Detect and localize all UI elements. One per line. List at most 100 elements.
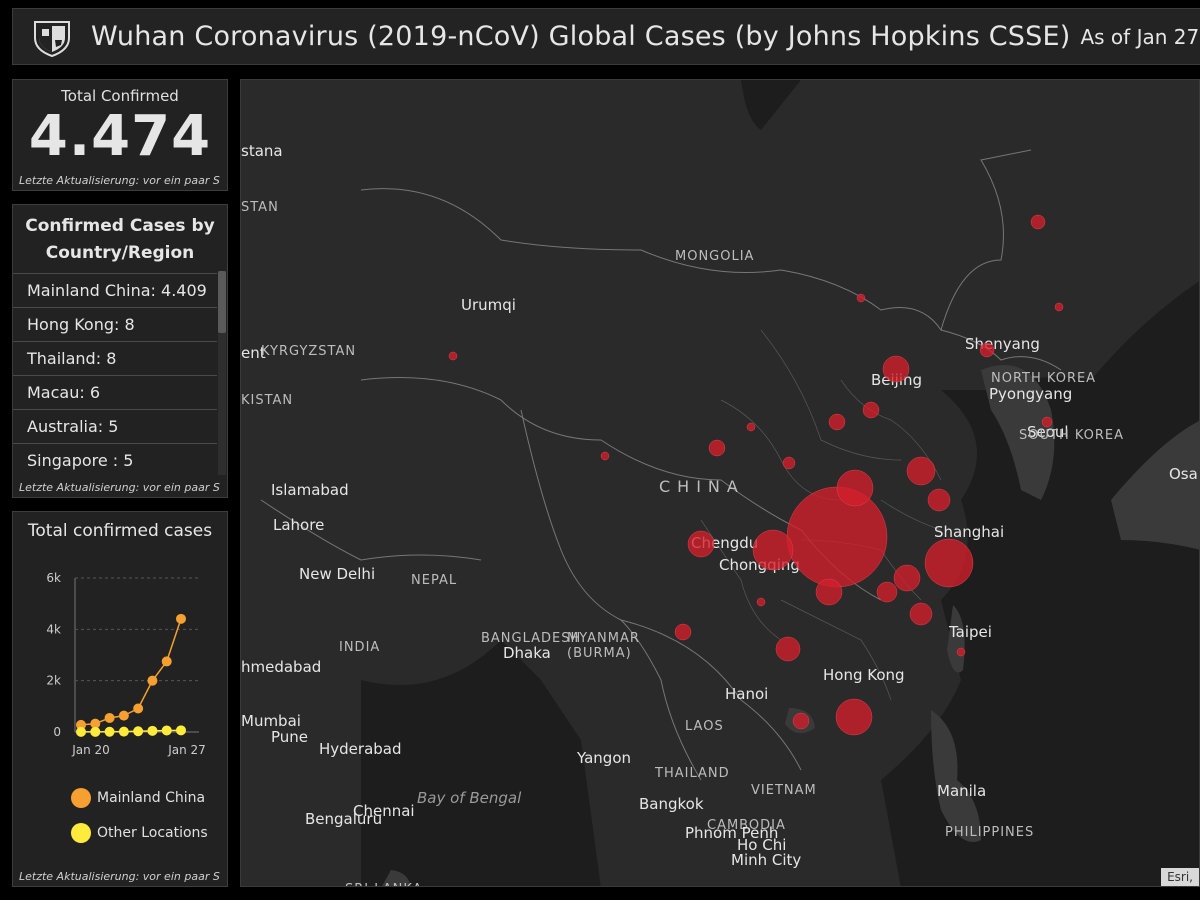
y-tick-label: 0 — [53, 725, 61, 739]
as-of-date: As of Jan 27, — [1080, 24, 1200, 49]
map-label-dhaka: Dhaka — [503, 644, 551, 662]
map-label-manila: Manila — [937, 782, 986, 800]
map-label-mongolia: MONGOLIA — [675, 249, 754, 264]
map-label-ho-chi: Ho Chi — [737, 836, 786, 854]
list-item-hong-kong[interactable]: Hong Kong: 8 — [13, 307, 217, 341]
data-point-other-locations — [118, 726, 129, 737]
last-update-note: Letzte Aktualisierung: vor ein paar S — [19, 481, 220, 494]
legend-item-other-locations[interactable]: Other Locations — [71, 823, 208, 843]
list-scrollbar-thumb[interactable] — [218, 271, 226, 333]
map-label--burma-: (BURMA) — [567, 646, 632, 661]
x-tick-label: Jan 27 — [167, 743, 206, 757]
map-label-kistan: KISTAN — [241, 393, 293, 408]
total-confirmed-label: Total Confirmed — [61, 87, 179, 105]
data-point-mainland-china — [147, 675, 158, 686]
legend-swatch-mainland-china — [71, 788, 91, 808]
map-label-mumbai: Mumbai — [241, 712, 301, 730]
list-item-australia[interactable]: Australia: 5 — [13, 409, 217, 443]
map-label-hong-kong: Hong Kong — [823, 666, 905, 684]
map-label-pyongyang: Pyongyang — [989, 385, 1072, 403]
case-bubble — [862, 401, 880, 419]
case-bubble — [687, 530, 715, 558]
total-confirmed-value: 4.474 — [28, 104, 212, 169]
last-update-note: Letzte Aktualisierung: vor ein paar S — [19, 174, 220, 187]
map-label-kyrgyzstan: KYRGYZSTAN — [261, 344, 356, 359]
case-bubble — [674, 623, 692, 641]
map-label-china: CHINA — [659, 477, 745, 496]
heading-line-1: Confirmed Cases by — [25, 216, 215, 236]
case-bubble — [448, 351, 458, 361]
list-scrollbar-track[interactable] — [218, 271, 226, 475]
app-header: Wuhan Coronavirus (2019-nCoV) Global Cas… — [12, 8, 1200, 65]
map-label-phnom-penh: Phnom Penh — [685, 824, 778, 842]
heading-line-2: Country/Region — [45, 243, 195, 263]
case-bubble — [746, 422, 756, 432]
case-bubble — [893, 564, 921, 592]
map-label-seoul: Seoul — [1027, 423, 1069, 441]
map-label-chennai: Chennai — [353, 802, 415, 820]
map-label-nepal: NEPAL — [411, 573, 457, 588]
case-bubble — [828, 413, 846, 431]
y-tick-label: 2k — [46, 674, 61, 688]
case-bubble — [752, 529, 794, 571]
map-label-hmedabad: hmedabad — [241, 658, 321, 676]
case-bubble — [882, 355, 910, 383]
case-bubble — [924, 538, 974, 588]
list-item-mainland-china[interactable]: Mainland China: 4.409 — [13, 273, 217, 307]
case-bubble — [979, 342, 995, 358]
map-label-stana: stana — [241, 142, 283, 160]
map-attribution[interactable]: Esri, — [1161, 868, 1199, 886]
legend-label-other-locations: Other Locations — [97, 825, 208, 841]
map-label-vietnam: VIETNAM — [751, 783, 817, 798]
list-item-thailand[interactable]: Thailand: 8 — [13, 341, 217, 375]
data-point-mainland-china — [161, 656, 172, 667]
list-item-singapore[interactable]: Singapore : 5 — [13, 443, 217, 477]
map-label-ent: ent — [241, 344, 266, 362]
map-label-lahore: Lahore — [273, 516, 324, 534]
map-label-minh-city: Minh City — [731, 851, 801, 869]
map-label-hanoi: Hanoi — [725, 685, 768, 703]
case-bubble — [708, 439, 726, 457]
x-tick-label: Jan 20 — [71, 743, 110, 757]
map-label-sri-lanka: SRI LANKA — [345, 882, 423, 887]
map-label-bay-of-bengal: Bay of Bengal — [417, 789, 522, 807]
map-label-bengaluru: Bengaluru — [305, 810, 382, 828]
map-label-laos: LAOS — [685, 719, 724, 734]
case-bubble — [815, 578, 843, 606]
legend-item-mainland-china[interactable]: Mainland China — [71, 788, 205, 808]
case-bubble — [1054, 302, 1064, 312]
map-label-islamabad: Islamabad — [271, 481, 349, 499]
legend-swatch-other-locations — [71, 823, 91, 843]
case-bubble — [1041, 416, 1053, 428]
data-point-mainland-china — [118, 710, 129, 721]
data-point-mainland-china — [104, 712, 115, 723]
map-label-thailand: THAILAND — [654, 766, 730, 781]
map-view[interactable]: stana STAN MONGOLIA Urumqi ent KYRGYZSTAN KIST… — [240, 79, 1200, 887]
y-tick-label: 4k — [46, 622, 61, 636]
map-label-south-korea: SOUTH KOREA — [1019, 428, 1124, 443]
case-bubble — [600, 451, 610, 461]
japan-island — [1111, 421, 1199, 550]
chart-title: Total confirmed cases — [27, 521, 213, 541]
case-bubble — [786, 486, 888, 588]
map-label-myanmar: MYANMAR — [567, 631, 640, 646]
map-label-north-korea: NORTH KOREA — [991, 371, 1096, 386]
case-bubble — [835, 698, 873, 736]
data-point-other-locations — [104, 726, 115, 737]
data-point-other-locations — [147, 725, 158, 736]
data-point-other-locations — [76, 726, 86, 737]
case-bubble — [792, 712, 810, 730]
sri-lanka — [382, 870, 411, 886]
list-item-macau[interactable]: Macau: 6 — [13, 375, 217, 409]
y-tick-label: 6k — [46, 571, 61, 585]
total-cases-chart-panel: Total confirmed cases 0 2k 4k 6k Jan 20 Jan 2… — [12, 511, 228, 887]
lake — [741, 80, 801, 130]
case-bubble — [836, 469, 874, 507]
map-label-shenyang: Shenyang — [965, 335, 1040, 353]
cases-by-country-heading: Confirmed Cases by Country/Region — [13, 213, 227, 267]
data-point-mainland-china — [176, 613, 186, 624]
data-point-other-locations — [133, 726, 144, 737]
case-bubbles[interactable] — [448, 214, 1064, 736]
